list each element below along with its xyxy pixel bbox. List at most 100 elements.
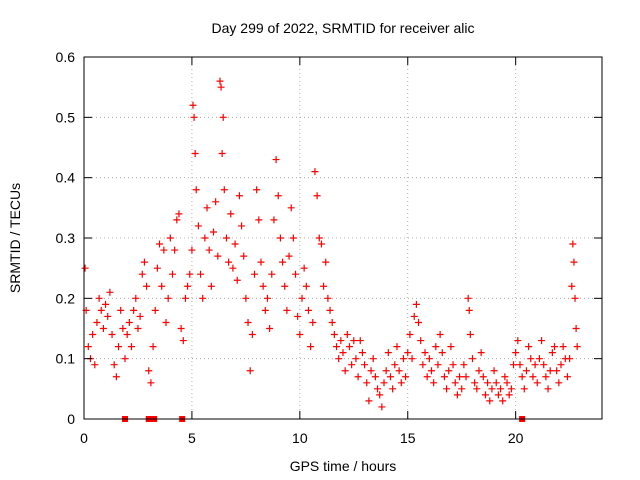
data-point <box>395 367 403 375</box>
data-point <box>352 355 360 363</box>
data-point <box>270 216 278 224</box>
data-point <box>235 192 243 200</box>
data-point <box>84 343 92 351</box>
data-point <box>127 343 135 351</box>
data-point <box>354 373 362 381</box>
data-point <box>102 300 110 308</box>
data-point <box>177 325 185 332</box>
x-tick-label: 20 <box>508 430 524 446</box>
data-point <box>408 355 416 363</box>
data-point <box>217 83 225 91</box>
data-point <box>382 367 390 375</box>
data-point <box>171 246 179 254</box>
data-point <box>292 270 300 278</box>
data-point <box>412 300 420 308</box>
data-point <box>477 349 485 357</box>
data-point <box>432 343 440 351</box>
grid-lines <box>84 57 602 419</box>
data-point <box>421 349 429 357</box>
data-point <box>510 361 518 369</box>
data-point <box>257 258 265 266</box>
data-point <box>571 294 579 302</box>
data-point <box>201 234 209 242</box>
y-tick-label: 0.1 <box>56 351 76 367</box>
x-tick-label: 5 <box>188 430 196 446</box>
data-point <box>222 234 230 242</box>
data-point <box>119 325 127 332</box>
data-point <box>95 294 103 302</box>
data-point <box>207 282 215 290</box>
data-point <box>555 379 563 387</box>
data-point <box>132 294 140 302</box>
data-point <box>190 113 198 121</box>
data-point <box>238 222 246 230</box>
data-point <box>568 282 576 290</box>
data-point <box>130 306 138 314</box>
data-point <box>168 270 176 278</box>
data-point <box>134 325 142 332</box>
data-point <box>219 113 227 121</box>
chart-title: Day 299 of 2022, SRMTID for receiver ali… <box>212 20 475 36</box>
data-point <box>451 379 459 387</box>
data-point <box>374 385 382 393</box>
data-point <box>456 373 464 381</box>
data-point <box>380 379 388 387</box>
data-point <box>358 349 366 357</box>
y-tick-labels: 0 0.1 0.2 0.3 0.4 0.5 0.6 <box>56 49 76 427</box>
data-point <box>540 361 548 369</box>
data-point <box>415 318 423 326</box>
data-point <box>443 385 451 393</box>
data-point <box>369 355 377 363</box>
data-point <box>125 318 133 326</box>
data-point <box>81 264 89 272</box>
data-point <box>391 361 399 369</box>
data-point <box>138 270 146 278</box>
data-point <box>538 337 546 345</box>
x-tick-label: 10 <box>292 430 308 446</box>
data-point <box>345 343 353 351</box>
data-point <box>197 270 205 278</box>
data-point <box>149 343 157 351</box>
data-point <box>460 361 468 369</box>
data-point <box>175 210 183 218</box>
data-point <box>117 306 125 314</box>
data-point <box>430 379 438 387</box>
data-point <box>251 270 259 278</box>
data-point <box>417 337 425 345</box>
data-point <box>205 246 213 254</box>
data-point <box>184 282 192 290</box>
data-point <box>505 391 513 399</box>
data-point <box>145 367 153 375</box>
data-point <box>559 343 567 351</box>
data-point <box>475 367 483 375</box>
data-point <box>490 367 498 375</box>
y-tick-label: 0.4 <box>56 170 76 186</box>
data-point <box>304 306 312 314</box>
data-point <box>218 150 226 158</box>
data-point <box>384 349 392 357</box>
data-point <box>389 385 397 393</box>
data-point <box>566 355 574 363</box>
data-point <box>274 192 282 200</box>
data-point <box>320 282 328 290</box>
y-tick-label: 0.3 <box>56 230 76 246</box>
data-point <box>533 379 541 387</box>
data-point <box>242 294 250 302</box>
data-point <box>162 318 170 326</box>
y-tick-label: 0 <box>67 411 75 427</box>
data-point <box>326 306 334 314</box>
data-point <box>465 306 473 314</box>
data-point <box>283 306 291 314</box>
data-point <box>553 367 561 375</box>
data-point <box>425 355 433 363</box>
data-point <box>469 355 476 363</box>
data-point <box>233 276 241 284</box>
data-point <box>143 282 151 290</box>
data-point <box>367 367 375 375</box>
data-point <box>191 150 199 158</box>
data-point <box>210 228 217 236</box>
data-point <box>322 258 330 266</box>
data-point <box>520 385 528 393</box>
data-point <box>542 373 550 381</box>
